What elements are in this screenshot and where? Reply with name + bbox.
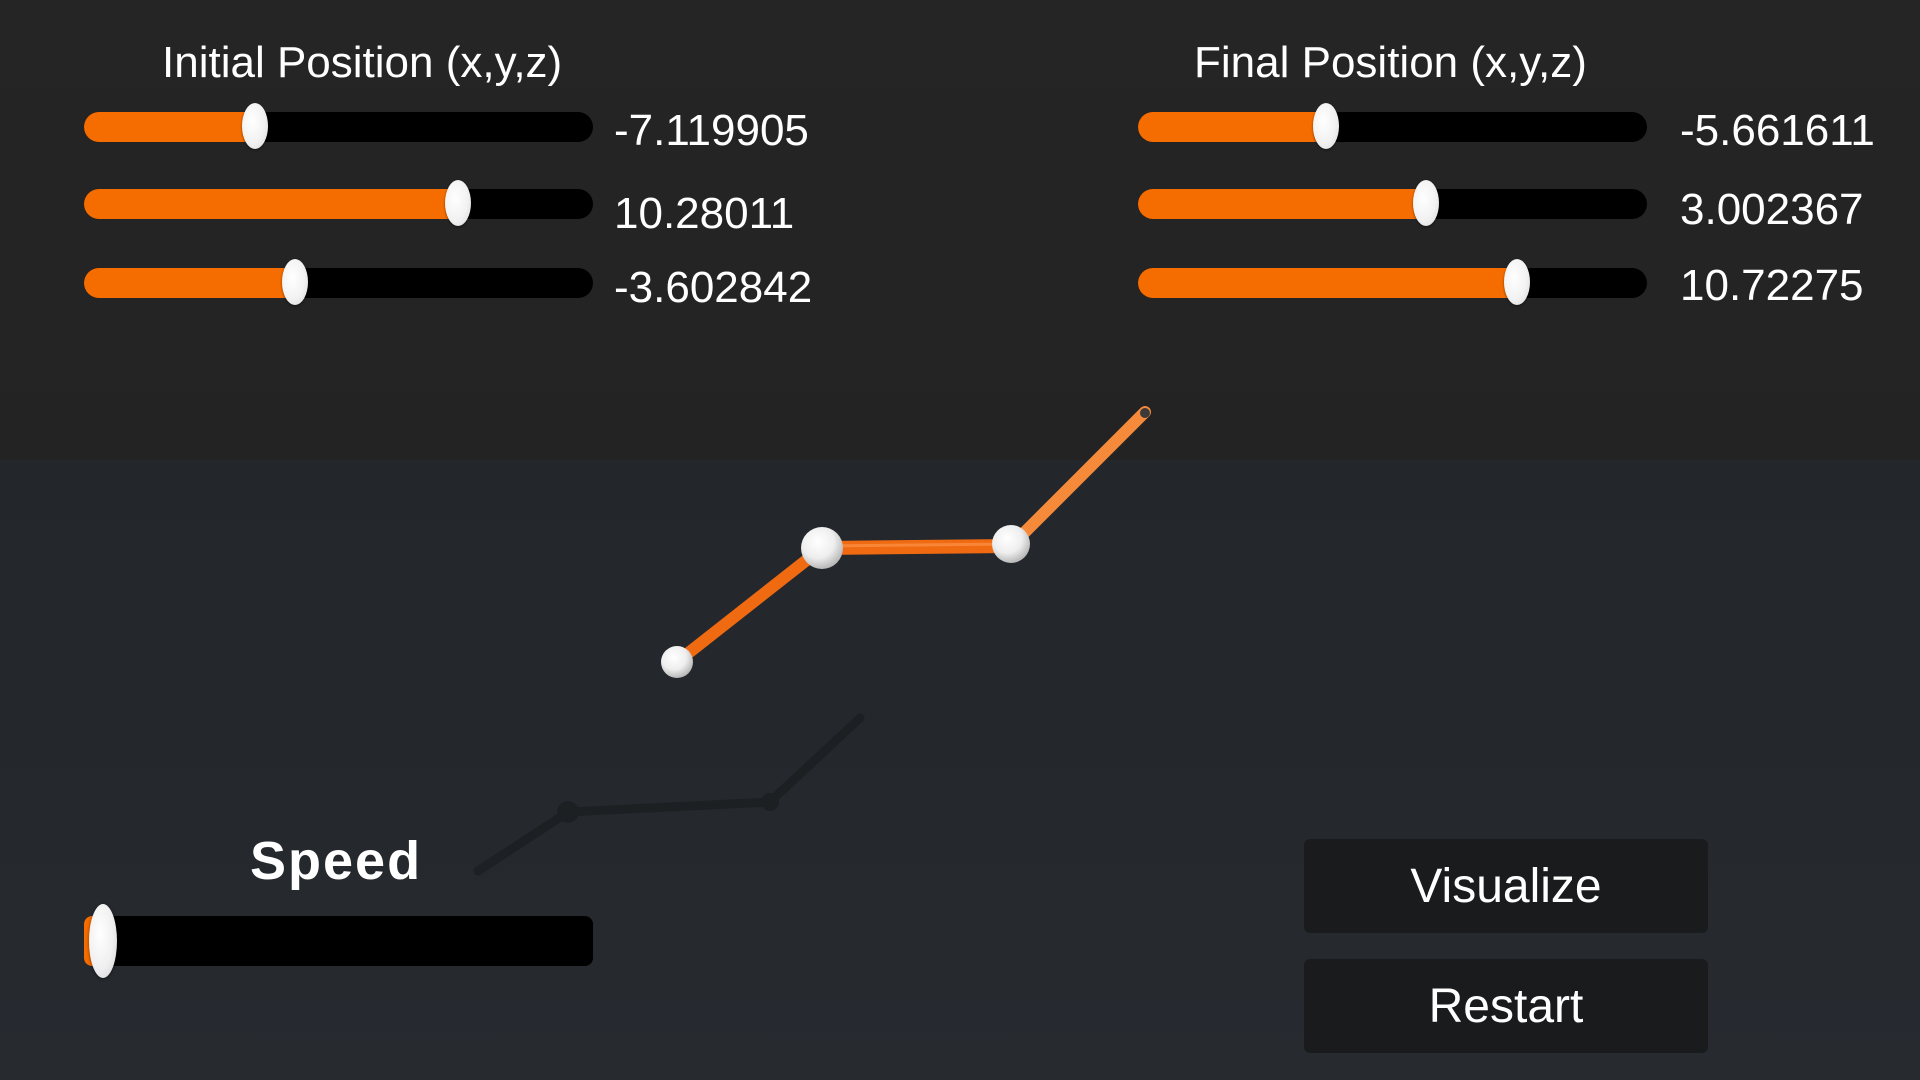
arm-joint-2 [801, 527, 843, 569]
arm-link-3 [1005, 406, 1151, 552]
initial-y-slider[interactable] [84, 180, 593, 226]
arm-joint-3 [992, 525, 1030, 563]
final-z-value: 10.72275 [1680, 261, 1864, 310]
arm-link-2 [815, 539, 1018, 555]
speed-slider-handle[interactable] [89, 904, 118, 978]
slider-fill [1138, 268, 1518, 298]
slider-fill [1138, 112, 1327, 142]
final-z-slider[interactable] [1138, 259, 1647, 305]
slider-fill [84, 112, 255, 142]
slider-handle[interactable] [1412, 180, 1439, 226]
slider-handle[interactable] [241, 103, 268, 149]
final-y-value: 3.002367 [1680, 185, 1864, 234]
visualize-button[interactable]: Visualize [1304, 839, 1708, 933]
final-position-title: Final Position (x,y,z) [1194, 38, 1587, 87]
slider-handle[interactable] [1313, 103, 1340, 149]
arm-end-effector [1140, 408, 1150, 418]
final-x-slider[interactable] [1138, 103, 1647, 149]
final-x-value: -5.661611 [1680, 106, 1875, 155]
slider-handle[interactable] [282, 259, 309, 305]
slider-fill [84, 189, 459, 219]
initial-z-value: -3.602842 [614, 263, 813, 312]
arm-joint-base [661, 646, 693, 678]
initial-z-slider[interactable] [84, 259, 593, 305]
slider-fill [84, 268, 296, 298]
slider-handle[interactable] [445, 180, 472, 226]
initial-y-value: 10.28011 [614, 189, 795, 238]
speed-label: Speed [250, 831, 423, 891]
initial-x-value: -7.119905 [614, 106, 809, 155]
speed-slider[interactable] [84, 904, 593, 978]
restart-button[interactable]: Restart [1304, 959, 1708, 1053]
slider-fill [1138, 189, 1426, 219]
initial-x-slider[interactable] [84, 103, 593, 149]
arm-link-1 [671, 542, 828, 668]
initial-position-title: Initial Position (x,y,z) [162, 38, 563, 87]
viewport-background [0, 0, 1920, 463]
arm-shadow [473, 713, 865, 876]
slider-handle[interactable] [1504, 259, 1531, 305]
arm-links [671, 406, 1151, 668]
final-y-slider[interactable] [1138, 180, 1647, 226]
